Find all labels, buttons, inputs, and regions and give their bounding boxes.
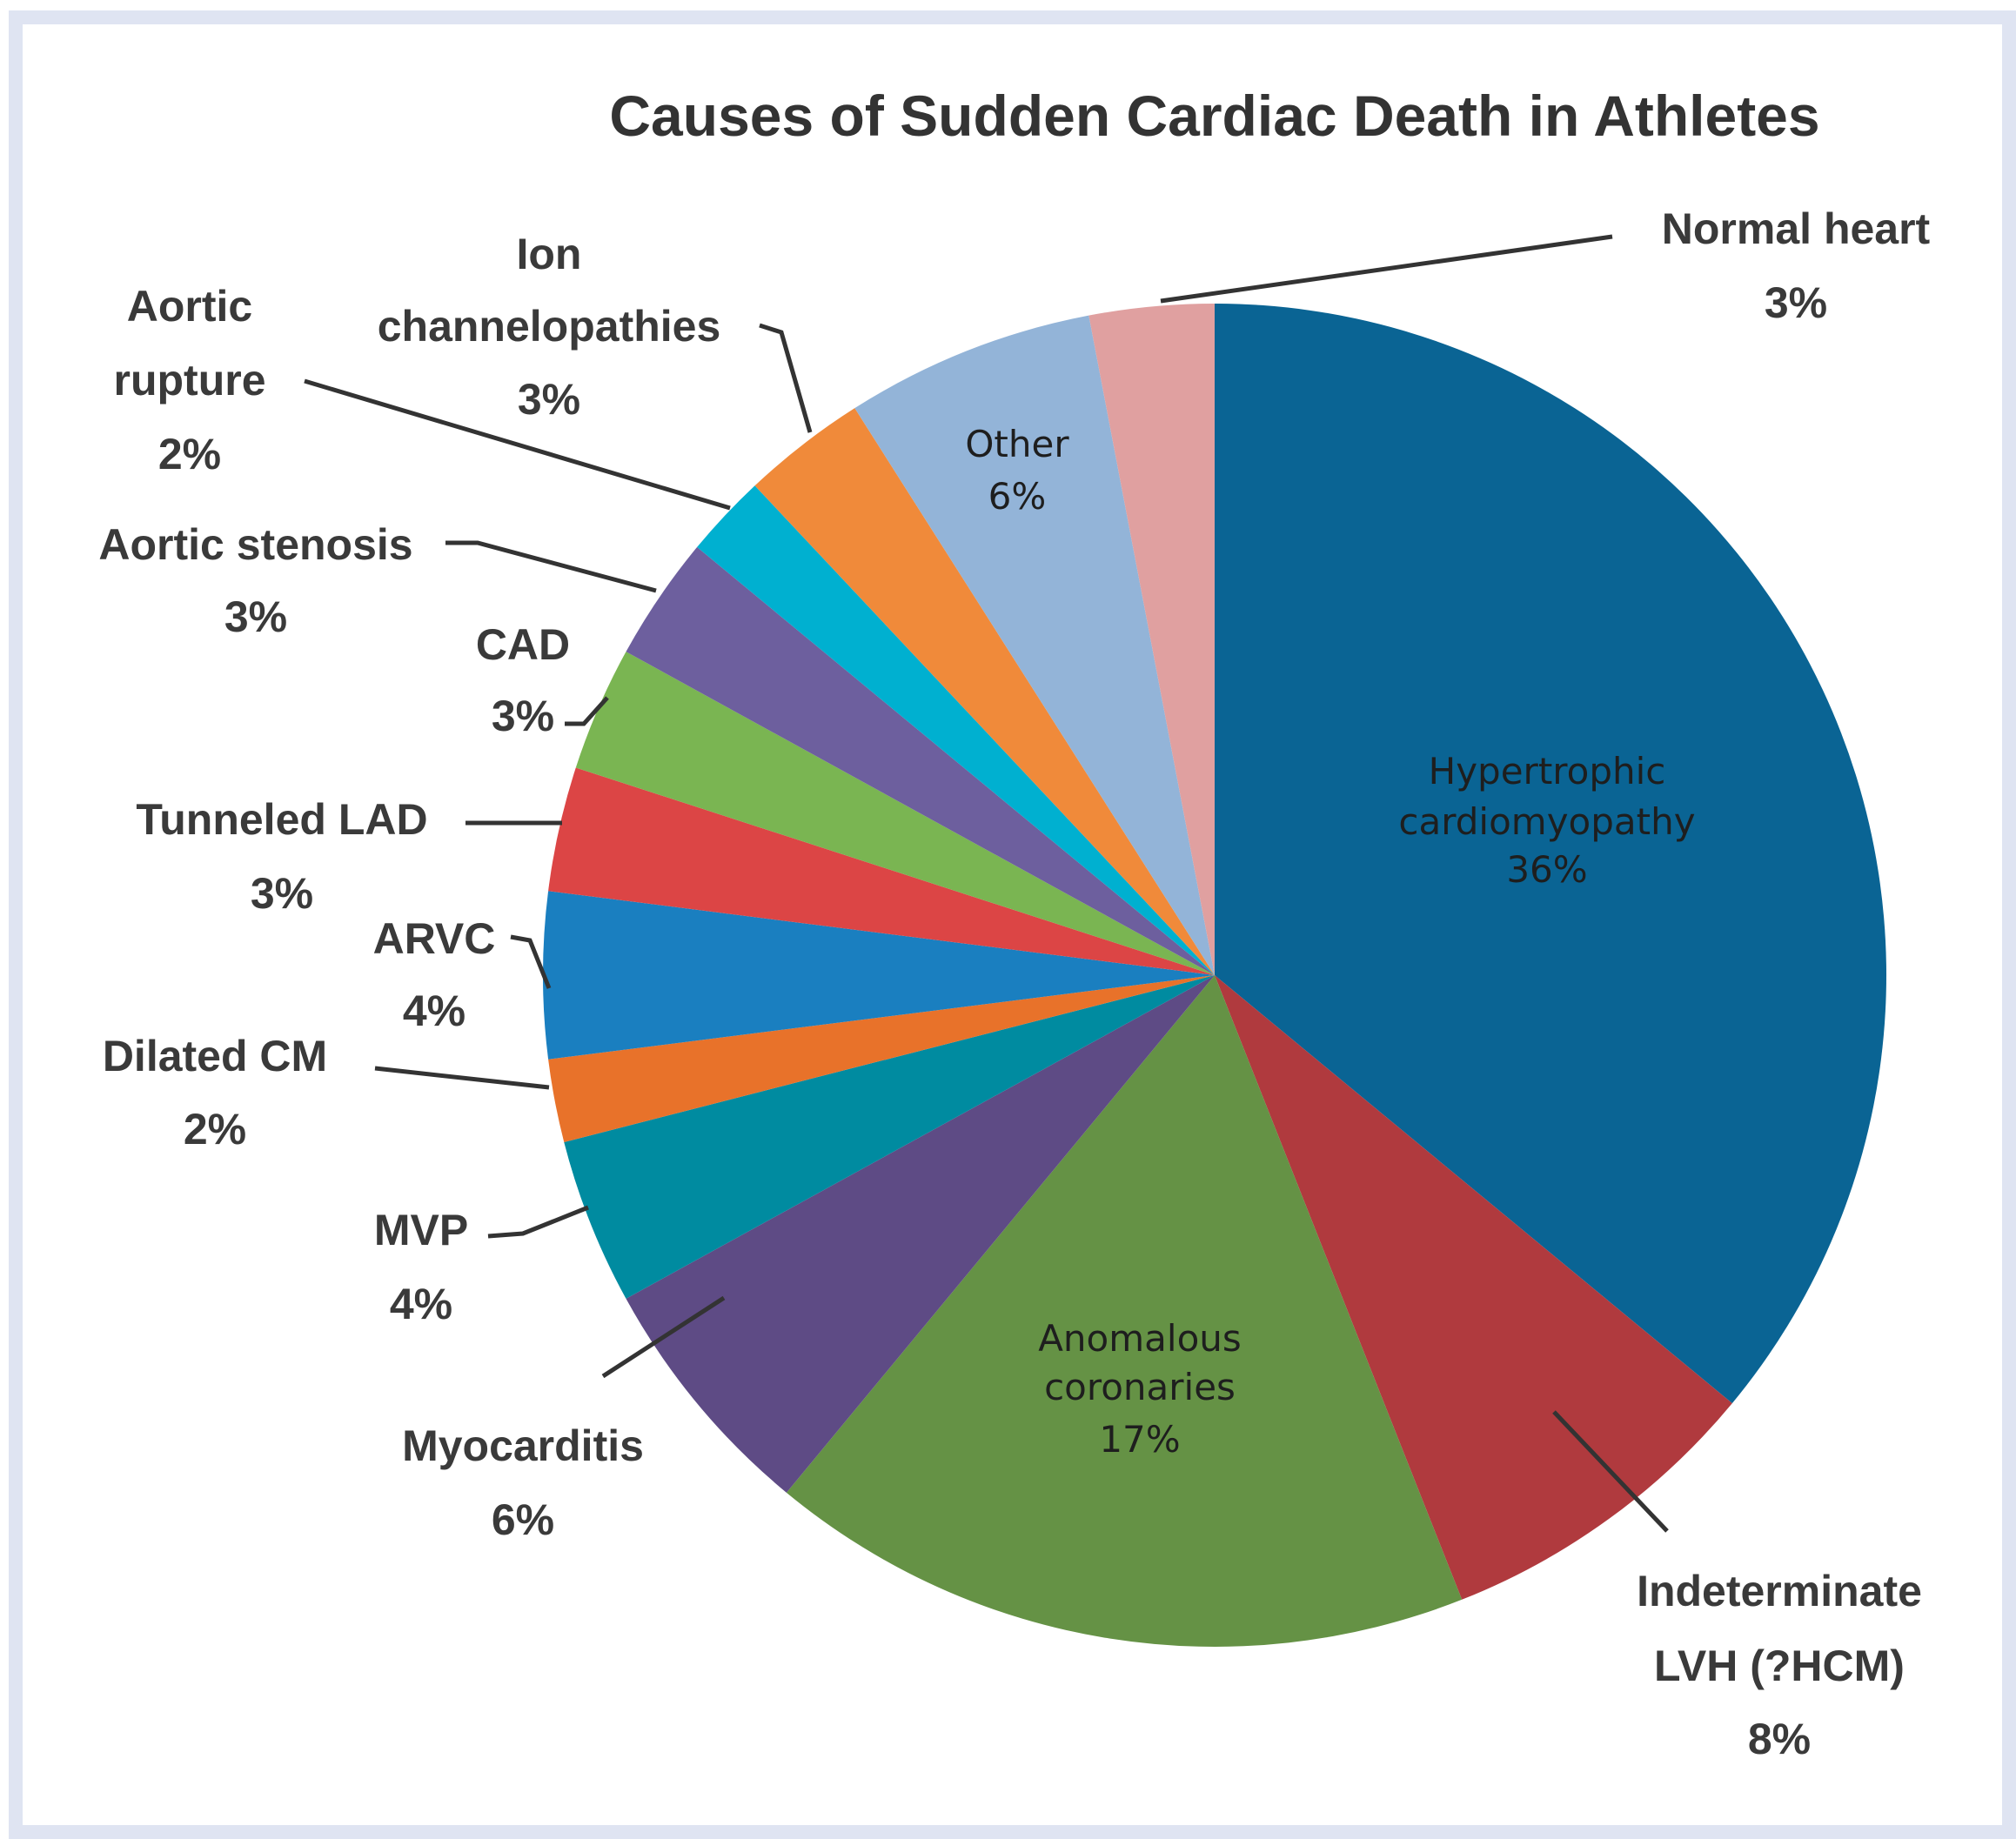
slice-percent-label: 6% — [988, 475, 1047, 518]
slice-label: LVH (?HCM) — [1654, 1642, 1905, 1690]
leader-line — [510, 934, 552, 989]
leader-line — [1160, 234, 1613, 304]
slice-label: Other — [965, 423, 1069, 465]
slice-percent-label: 3% — [492, 692, 554, 740]
pie-slice-arvc — [543, 891, 1215, 1060]
slice-label: coronaries — [1044, 1366, 1236, 1408]
slice-label: Hypertrophic — [1429, 750, 1666, 792]
slice-percent-label: 6% — [492, 1495, 554, 1544]
pie-slice-cad — [575, 652, 1215, 975]
pie-slice-ion-channelopathies — [754, 408, 1215, 975]
pie-slice-other — [854, 315, 1215, 975]
pie-slice-tunneled-lad — [548, 767, 1215, 975]
chart-title: Causes of Sudden Cardiac Death in Athlet… — [609, 84, 1819, 148]
leader-line — [487, 1205, 589, 1239]
slice-percent-label: 36% — [1506, 848, 1587, 891]
slice-percent-label: 4% — [390, 1280, 452, 1328]
leader-line — [445, 540, 657, 593]
leader-line — [565, 696, 609, 726]
leader-line — [374, 1066, 550, 1090]
slice-label: channelopathies — [378, 302, 721, 351]
pie-slice-dilated-cm — [548, 975, 1215, 1142]
pie-slice-mvp — [564, 975, 1215, 1299]
slice-percent-label: 3% — [224, 592, 287, 641]
slice-label: Anomalous — [1038, 1317, 1242, 1360]
slice-label: CAD — [476, 620, 570, 669]
slice-label: rupture — [114, 356, 266, 405]
slice-label: Myocarditis — [402, 1421, 644, 1470]
slice-label: Tunneled LAD — [136, 795, 427, 844]
pie-slice-aortic-stenosis — [626, 546, 1215, 975]
slice-label: Ion — [517, 230, 582, 278]
slice-label: Indeterminate — [1637, 1567, 1922, 1615]
slice-percent-label: 3% — [518, 375, 580, 424]
slice-label: ARVC — [373, 914, 496, 963]
pie-slice-aortic-rupture — [697, 485, 1215, 975]
pie-slice-hypertrophic-cardiomyopathy — [1215, 304, 1886, 1404]
pie-slice-normal-heart — [1088, 304, 1215, 975]
slice-label: Dilated CM — [103, 1032, 327, 1080]
leader-line — [304, 378, 731, 511]
leader-line — [601, 1295, 726, 1379]
leader-line — [1552, 1410, 1669, 1533]
slice-label: MVP — [374, 1206, 468, 1254]
slice-percent-label: 3% — [1765, 278, 1827, 327]
pie-slice-myocarditis — [626, 975, 1215, 1493]
slice-percent-label: 8% — [1748, 1715, 1811, 1763]
slice-percent-label: 4% — [403, 986, 465, 1035]
slice-percent-label: 2% — [184, 1105, 246, 1154]
pie-slice-indeterminate-lvh-hcm — [1215, 975, 1732, 1600]
slice-label: cardiomyopathy — [1398, 800, 1695, 843]
slice-percent-label: 3% — [251, 869, 313, 918]
slice-percent-label: 2% — [158, 430, 221, 478]
slice-label: Aortic — [127, 282, 252, 331]
slice-label: Aortic stenosis — [98, 520, 412, 569]
pie-slice-anomalous-coronaries — [786, 975, 1463, 1647]
slice-percent-label: 17% — [1099, 1418, 1180, 1461]
slice-label: Normal heart — [1662, 204, 1931, 253]
leader-line — [759, 323, 813, 433]
